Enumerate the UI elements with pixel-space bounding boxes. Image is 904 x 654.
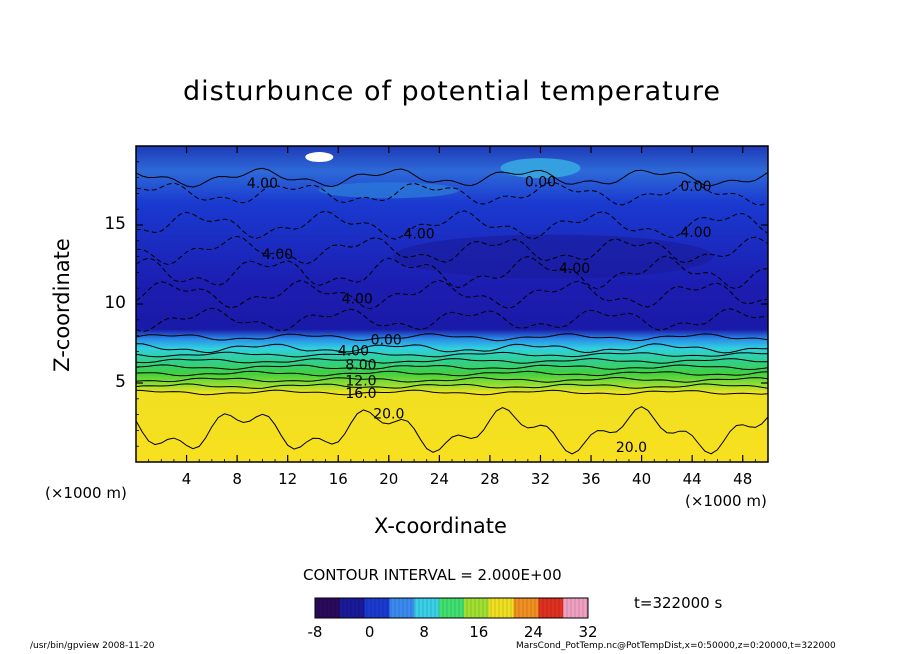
contour-label: 4.00: [262, 247, 293, 263]
colorbar-tick-label: 32: [578, 623, 598, 641]
colorbar-tick-label: 24: [523, 623, 543, 641]
x-tick-label: 40: [632, 470, 652, 488]
contour-line: [136, 279, 768, 310]
x-unit-label-right: (×1000 m): [685, 492, 767, 510]
contour-label-layer: 4.00 0.00 0.004.004.004.004.004.000.004.00…: [247, 174, 712, 455]
footer-program-date: /usr/bin/gpview 2008-11-20: [30, 641, 155, 651]
contour-label: 4.00: [404, 226, 435, 242]
x-tick-label: 12: [278, 470, 298, 488]
x-tick-label: 44: [682, 470, 702, 488]
colorbar-tick-label: 16: [469, 623, 489, 641]
colorbar-segment: [563, 598, 589, 618]
contour-line: [136, 370, 768, 377]
x-unit-label-left: (×1000 m): [45, 484, 127, 502]
contour-lines: [136, 167, 768, 455]
contour-line: [136, 333, 768, 342]
colorbar-segment: [439, 598, 465, 618]
colorbar-tick-label: 8: [419, 623, 429, 641]
colorbar-tick-label: 0: [364, 623, 375, 641]
contour-label: 12.0: [345, 373, 376, 389]
colorbar: [314, 597, 589, 619]
footer-data-source: MarsCond_PotTemp.nc@PotTempDist,x=0:5000…: [516, 641, 836, 651]
x-ticks: [148, 146, 756, 462]
x-tick-label: 48: [733, 470, 753, 488]
time-label: t=322000 s: [634, 594, 723, 612]
colorbar-segment: [463, 598, 490, 618]
chart-title: disturbunce of potential temperature: [183, 76, 721, 107]
x-tick-label: 20: [379, 470, 399, 488]
colorbar-segment: [389, 598, 415, 618]
contour-interval-label: CONTOUR INTERVAL = 2.000E+00: [303, 566, 562, 584]
contour-line: [136, 181, 768, 206]
colorbar-segment: [513, 598, 539, 618]
colorbar-frame: [314, 597, 589, 619]
contour-line: [136, 343, 768, 354]
contour-label: 0.00: [371, 332, 402, 348]
contour-line: [136, 357, 768, 364]
contour-label: 4.00: [559, 261, 590, 277]
contour-label: 4.00: [338, 343, 369, 359]
colorbar-segment: [364, 598, 390, 618]
contour-label: 4.00: [247, 176, 278, 192]
colorbar-segment: [339, 598, 366, 618]
y-ticks: [136, 161, 768, 447]
contour-label: 0.00: [680, 179, 711, 195]
field-feature: [305, 152, 334, 163]
colorbar-segment: [488, 598, 515, 618]
x-tick-label: 16: [328, 470, 348, 488]
contour-line: [136, 235, 768, 266]
colorbar-tick-label: -8: [307, 623, 323, 641]
x-tick-label: 28: [480, 470, 500, 488]
field-feature: [500, 158, 581, 179]
contour-label: 0.00: [525, 174, 556, 190]
x-axis-label: X-coordinate: [374, 514, 507, 538]
contour-line: [136, 383, 768, 389]
contour-label: 4.00: [342, 291, 373, 307]
contour-line: [136, 364, 768, 371]
x-tick-label: 24: [429, 470, 449, 488]
y-tick-label: 10: [104, 293, 126, 313]
contour-line: [136, 307, 768, 333]
contour-label: 20.0: [373, 407, 404, 423]
contour-label: 4.00: [680, 225, 711, 241]
x-tick-label: 36: [581, 470, 601, 488]
x-tick-label: 32: [530, 470, 551, 488]
x-tick-label: 8: [232, 470, 242, 488]
contour-line: [136, 255, 768, 290]
contour-line: [136, 389, 768, 396]
contour-line: [136, 210, 768, 240]
colorbar-segment: [315, 598, 341, 618]
y-tick-label: 15: [104, 214, 126, 234]
contour-line: [136, 406, 768, 455]
contour-line: [136, 376, 768, 383]
contour-label: 8.00: [345, 358, 376, 374]
contour-label: 20.0: [616, 440, 647, 456]
contour-line: [136, 167, 768, 188]
contour-label: 16.0: [345, 386, 376, 402]
field-layer: [136, 146, 768, 462]
contour-line: [136, 351, 768, 358]
y-tick-label: 5: [115, 372, 126, 392]
x-tick-label: 4: [181, 470, 192, 488]
